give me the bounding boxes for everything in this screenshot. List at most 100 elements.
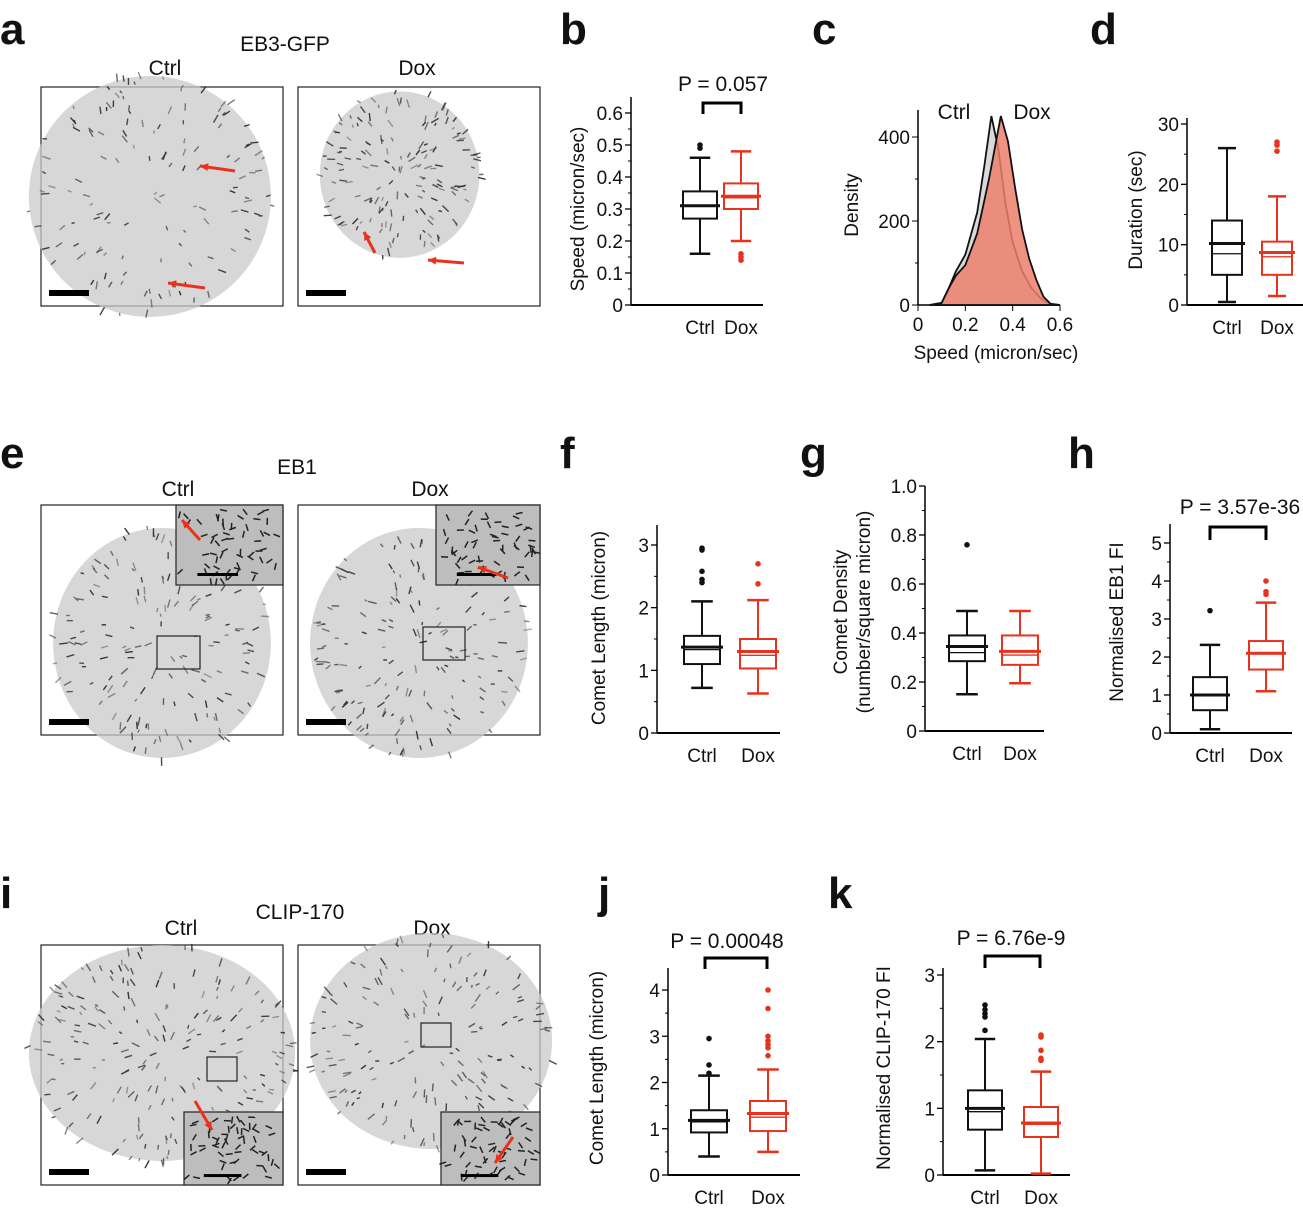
- comet: [263, 531, 271, 537]
- comet: [439, 1161, 447, 1165]
- comet: [61, 981, 68, 989]
- comet: [376, 186, 381, 191]
- comet: [61, 1005, 68, 1010]
- comet: [260, 999, 265, 1004]
- comet: [390, 713, 395, 717]
- comet: [392, 570, 396, 574]
- comet: [358, 665, 362, 669]
- y-axis-label-g: Comet Density: [831, 549, 852, 674]
- comet: [88, 127, 94, 133]
- comet: [279, 1051, 285, 1055]
- comet: [58, 1019, 66, 1022]
- comet: [103, 563, 110, 570]
- comet: [450, 707, 455, 712]
- x-tick-label-h-dox: Dox: [1249, 746, 1283, 767]
- comet: [188, 262, 193, 267]
- comet: [339, 663, 348, 667]
- outlier-point: [765, 1005, 771, 1012]
- comet: [125, 1086, 129, 1094]
- comet: [203, 217, 210, 225]
- comet: [470, 166, 476, 169]
- comet: [259, 529, 265, 537]
- comet: [246, 642, 254, 647]
- comet: [270, 1158, 274, 1167]
- box-d-dox: [1259, 139, 1295, 298]
- outlier-point: [1263, 591, 1269, 598]
- outlier-point: [765, 1045, 771, 1051]
- comet: [118, 1031, 123, 1035]
- comet: [520, 657, 528, 661]
- density-label-dox: Dox: [1013, 101, 1051, 124]
- comet: [248, 551, 255, 558]
- outlier-point: [1274, 148, 1280, 154]
- comet: [477, 657, 485, 661]
- comet: [388, 625, 394, 629]
- comet: [141, 119, 144, 128]
- comet: [365, 141, 371, 146]
- comet: [142, 1059, 147, 1065]
- comet: [47, 1053, 55, 1057]
- comet: [150, 675, 154, 680]
- comet: [182, 229, 187, 233]
- comet: [306, 1065, 315, 1069]
- comet: [329, 1095, 337, 1099]
- comet: [384, 221, 387, 228]
- box-h-ctrl: [1190, 607, 1230, 731]
- comet: [87, 1022, 97, 1027]
- comet: [435, 621, 442, 628]
- comet: [399, 716, 404, 722]
- image-label-ctrl-e: Ctrl: [162, 478, 195, 501]
- comet: [94, 1003, 99, 1007]
- comet: [395, 942, 399, 947]
- comet: [72, 105, 75, 110]
- comet: [313, 657, 319, 661]
- comet: [181, 1086, 186, 1094]
- comet: [523, 628, 533, 631]
- comet: [517, 995, 523, 999]
- image-label-ctrl-i: Ctrl: [165, 917, 198, 940]
- comet: [108, 675, 113, 681]
- comet: [351, 1101, 355, 1106]
- comet: [216, 670, 222, 674]
- comet: [381, 707, 387, 717]
- red-arrow-head: [182, 520, 191, 529]
- comet: [131, 568, 135, 572]
- comet: [462, 1175, 469, 1183]
- comet: [442, 102, 447, 111]
- comet: [169, 540, 173, 547]
- comet: [122, 271, 128, 276]
- comet: [51, 1115, 56, 1119]
- comet: [74, 178, 83, 184]
- comet: [336, 689, 343, 692]
- scale-bar: [49, 290, 89, 296]
- comet: [273, 562, 277, 571]
- comet: [382, 711, 387, 718]
- comet: [80, 572, 85, 575]
- comet: [191, 1133, 197, 1141]
- y-axis-label-h: Normalised EB1 FI: [1107, 542, 1128, 701]
- comet: [364, 149, 372, 157]
- y-tick-label-f: 2: [638, 599, 649, 620]
- comet: [206, 1014, 212, 1023]
- comet: [367, 1113, 376, 1120]
- comet: [419, 745, 422, 751]
- x-tick-label-j-dox: Dox: [751, 1188, 785, 1209]
- comet: [178, 290, 182, 296]
- comet: [456, 139, 465, 142]
- comet: [101, 1059, 106, 1062]
- comet: [355, 1025, 363, 1029]
- comet: [356, 725, 363, 731]
- x-tick-label-c: 0.6: [1047, 315, 1073, 336]
- comet: [514, 685, 521, 693]
- comet: [164, 728, 169, 737]
- comet: [285, 1044, 294, 1048]
- comet: [171, 1116, 175, 1121]
- comet: [402, 747, 406, 755]
- comet: [121, 255, 124, 260]
- comet: [266, 558, 273, 564]
- comet: [439, 628, 448, 634]
- comet: [496, 1168, 503, 1176]
- comet: [154, 197, 162, 204]
- comet: [213, 565, 220, 570]
- comet: [86, 1113, 92, 1120]
